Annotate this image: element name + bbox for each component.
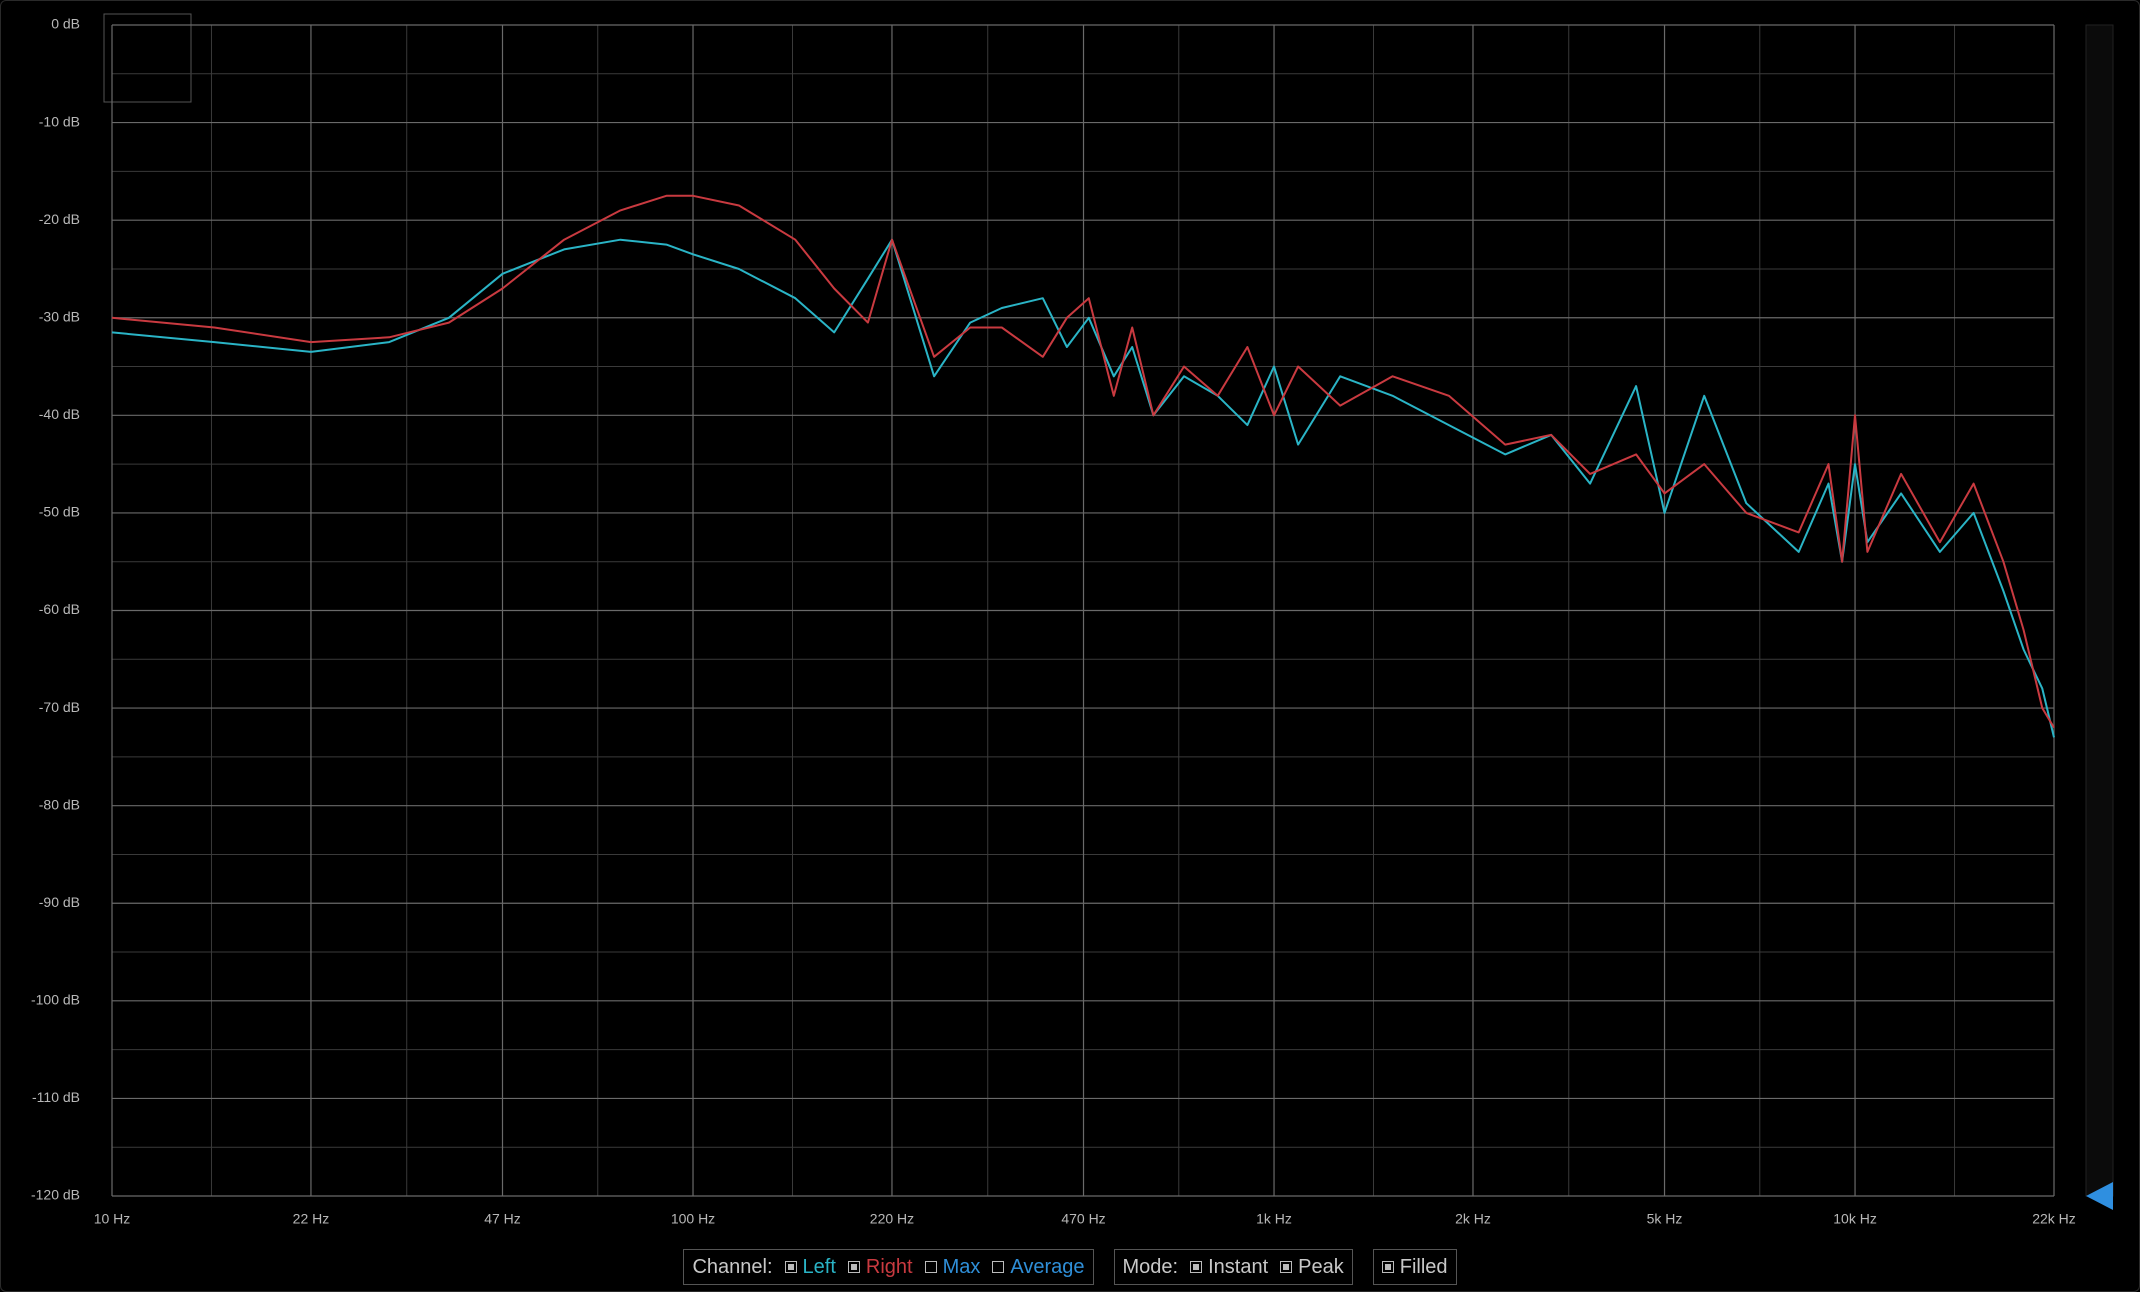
filled-option[interactable]: Filled — [1381, 1255, 1448, 1279]
y-tick-label: -100 dB — [31, 992, 80, 1008]
mode-option-label: Peak — [1298, 1255, 1344, 1278]
checkbox[interactable] — [1280, 1261, 1293, 1273]
y-tick-label: -20 dB — [39, 211, 80, 227]
x-tick-label: 22k Hz — [2032, 1211, 2076, 1227]
x-tick-label: 100 Hz — [671, 1211, 715, 1227]
checkbox[interactable] — [1190, 1261, 1203, 1273]
channel-option-label: Average — [1010, 1255, 1085, 1278]
y-tick-label: -110 dB — [32, 1089, 80, 1105]
series-line — [111, 194, 2055, 729]
filled-option-label: Filled — [1399, 1255, 1448, 1278]
x-tick-label: 2k Hz — [1455, 1211, 1491, 1227]
y-tick-label: -40 dB — [39, 406, 80, 422]
y-tick-label: -120 dB — [31, 1187, 80, 1203]
legend-item[interactable]: Right — [847, 1255, 913, 1279]
mode-option[interactable]: Peak — [1280, 1256, 1344, 1279]
controls: Channel: Left Right Max Average Mode: Insta… — [0, 1249, 2140, 1287]
y-tick-label: -30 dB — [39, 308, 80, 324]
checkbox[interactable] — [924, 1261, 937, 1273]
legend-item-label: Left — [802, 1255, 836, 1278]
mode-group: Mode: Instant Peak — [1113, 1249, 1353, 1285]
x-tick-label: 220 Hz — [870, 1211, 914, 1227]
x-tick-label: 470 Hz — [1061, 1211, 1105, 1227]
y-tick-label: 0 dB — [51, 16, 80, 32]
channel-option[interactable]: Average — [992, 1255, 1085, 1279]
x-tick-label: 10 Hz — [94, 1211, 131, 1227]
mode-option[interactable]: Instant — [1190, 1256, 1268, 1279]
checkbox[interactable] — [1381, 1261, 1394, 1273]
y-tick-label: -90 dB — [39, 894, 80, 910]
x-tick-label: 10k Hz — [1833, 1211, 1877, 1227]
channel-group: Channel: Left Right Max Average — [683, 1249, 1094, 1285]
channel-label: Channel: — [692, 1255, 773, 1278]
zoom-box — [103, 13, 192, 103]
filled-group: Filled — [1372, 1249, 1457, 1285]
mode-option-label: Instant — [1208, 1255, 1269, 1278]
y-tick-label: -80 dB — [39, 796, 80, 812]
y-tick-label: -50 dB — [39, 504, 80, 520]
legend-item[interactable]: Left — [784, 1255, 836, 1279]
x-tick-label: 47 Hz — [484, 1211, 521, 1227]
x-tick-label: 5k Hz — [1647, 1211, 1683, 1227]
mode-label: Mode: — [1122, 1255, 1179, 1278]
y-tick-label: -70 dB — [39, 699, 80, 715]
x-tick-label: 1k Hz — [1256, 1211, 1292, 1227]
checkbox[interactable] — [992, 1261, 1005, 1273]
chart: 0 dB -10 dB -20 dB -30 dB -40 dB -50 dB -60 dB… — [31, 13, 2114, 1227]
channel-option[interactable]: Max — [924, 1255, 981, 1279]
x-tick-label: 22 Hz — [293, 1211, 330, 1227]
y-tick-label: -10 dB — [39, 113, 80, 129]
checkbox[interactable] — [847, 1261, 860, 1273]
channel-option-label: Max — [942, 1255, 981, 1278]
meter-marker — [2086, 1182, 2113, 1210]
checkbox[interactable] — [784, 1261, 797, 1273]
legend-item-label: Right — [865, 1255, 913, 1278]
y-tick-label: -60 dB — [39, 601, 80, 617]
level-meter — [2085, 24, 2114, 1197]
